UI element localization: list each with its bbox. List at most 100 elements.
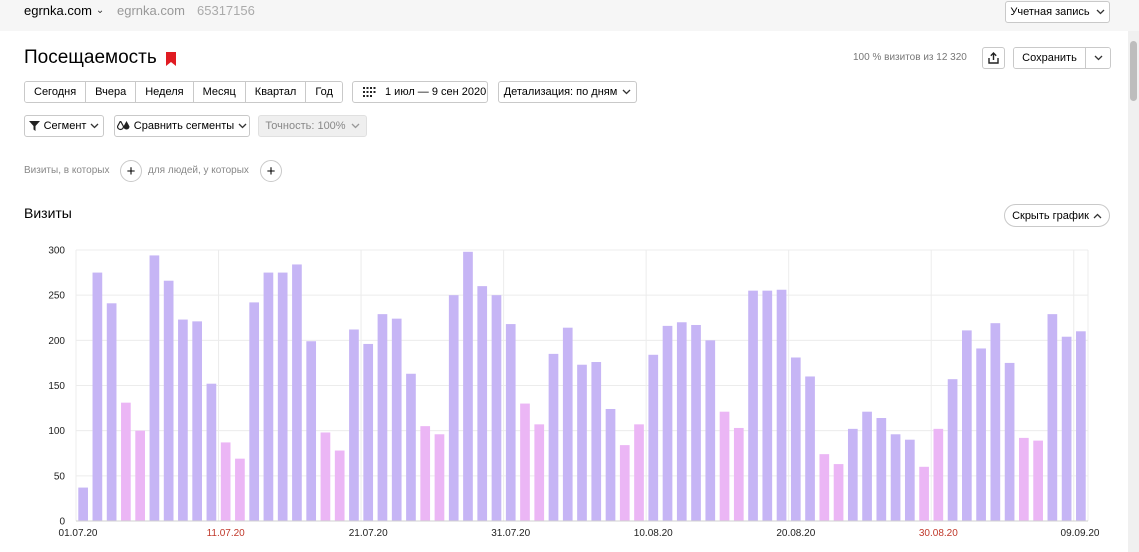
chart-bar[interactable] bbox=[919, 466, 929, 521]
scrollbar-thumb[interactable] bbox=[1130, 41, 1137, 101]
chart-bar[interactable] bbox=[904, 439, 915, 521]
chart-bar[interactable] bbox=[320, 432, 331, 521]
page-scrollbar[interactable] bbox=[1128, 31, 1139, 552]
chart-bar[interactable] bbox=[206, 383, 217, 521]
chart-bar[interactable] bbox=[876, 418, 887, 521]
period-week-button[interactable]: Неделя bbox=[136, 82, 194, 102]
chart-bar[interactable] bbox=[163, 280, 174, 521]
counter-selector[interactable]: egrnka.com ⌄ bbox=[24, 3, 104, 18]
chart-bar[interactable] bbox=[947, 379, 958, 521]
visits-bar-chart[interactable]: 0 50 100 150 200 250 300 01.07.20 11.07.20 21.07.… bbox=[0, 240, 1120, 552]
chart-bar[interactable] bbox=[363, 343, 374, 521]
period-year-button[interactable]: Год bbox=[306, 82, 342, 102]
chart-bar[interactable] bbox=[990, 323, 1001, 521]
chart-bar[interactable] bbox=[434, 434, 445, 521]
detail-selector-label: Детализация: по дням bbox=[503, 86, 618, 98]
chart-bar[interactable] bbox=[719, 411, 730, 521]
chart-bar[interactable] bbox=[833, 464, 844, 521]
chart-bar[interactable] bbox=[733, 427, 744, 521]
chart-bar[interactable] bbox=[1061, 336, 1072, 521]
chart-bar[interactable] bbox=[306, 341, 317, 521]
chart-bar[interactable] bbox=[862, 411, 872, 521]
hide-chart-label: Скрыть график bbox=[1012, 209, 1089, 222]
chart-bar[interactable] bbox=[805, 376, 815, 521]
detail-selector[interactable]: Детализация: по дням bbox=[498, 81, 637, 103]
chart-bar[interactable] bbox=[619, 445, 630, 521]
chart-bar[interactable] bbox=[605, 408, 616, 521]
chart-bar[interactable] bbox=[277, 272, 288, 521]
x-tick-label: 21.07.20 bbox=[349, 528, 388, 539]
chart-bar[interactable] bbox=[106, 303, 117, 521]
chart-bar[interactable] bbox=[292, 264, 302, 521]
chart-bar[interactable] bbox=[505, 324, 516, 521]
chart-bar[interactable] bbox=[249, 302, 260, 521]
add-people-condition-button[interactable]: + bbox=[260, 160, 282, 182]
chart-bar[interactable] bbox=[790, 357, 801, 521]
bookmark-icon[interactable] bbox=[166, 52, 176, 66]
chart-bar[interactable] bbox=[135, 430, 145, 521]
chart-bar[interactable] bbox=[420, 426, 431, 521]
chart-bar[interactable] bbox=[662, 325, 673, 521]
chart-bar[interactable] bbox=[591, 362, 602, 521]
chart-bar[interactable] bbox=[634, 424, 644, 521]
chart-bar[interactable] bbox=[406, 373, 416, 521]
date-range-button[interactable]: 1 июл — 9 сен 2020 bbox=[352, 81, 488, 103]
chart-bar[interactable] bbox=[1033, 440, 1043, 521]
chart-bar[interactable] bbox=[520, 403, 530, 521]
chart-bar[interactable] bbox=[448, 295, 459, 521]
hide-chart-button[interactable]: Скрыть график bbox=[1004, 204, 1110, 227]
chart-bar[interactable] bbox=[78, 487, 88, 521]
chart-bar[interactable] bbox=[1076, 331, 1086, 521]
people-condition-label: для людей, у которых bbox=[148, 165, 249, 176]
chart-bar[interactable] bbox=[961, 330, 972, 521]
chart-bar[interactable] bbox=[477, 286, 488, 521]
chart-bar[interactable] bbox=[377, 314, 388, 521]
chart-bar[interactable] bbox=[263, 272, 274, 521]
chart-bar[interactable] bbox=[334, 450, 345, 521]
chart-bar[interactable] bbox=[562, 327, 573, 521]
compare-segments-button[interactable]: Сравнить сегменты bbox=[114, 115, 250, 137]
chart-bar[interactable] bbox=[577, 364, 587, 521]
chart-bar[interactable] bbox=[748, 290, 758, 521]
chart-bar[interactable] bbox=[192, 321, 203, 521]
chart-bar[interactable] bbox=[776, 289, 787, 521]
chart-bar[interactable] bbox=[491, 295, 502, 521]
segment-button[interactable]: Сегмент bbox=[24, 115, 104, 137]
save-button[interactable]: Сохранить bbox=[1014, 48, 1086, 68]
chart-bar[interactable] bbox=[1004, 362, 1015, 521]
chart-bar[interactable] bbox=[676, 322, 687, 521]
chart-bar[interactable] bbox=[149, 255, 160, 522]
chart-bar[interactable] bbox=[178, 319, 188, 521]
chart-bar[interactable] bbox=[1047, 314, 1058, 521]
chart-bar[interactable] bbox=[933, 428, 944, 521]
chart-bar[interactable] bbox=[534, 424, 545, 521]
chart-bar[interactable] bbox=[391, 318, 402, 521]
save-options-button[interactable] bbox=[1086, 48, 1110, 68]
chart-bar[interactable] bbox=[691, 324, 701, 521]
chart-bar[interactable] bbox=[1019, 437, 1029, 521]
chart-bar[interactable] bbox=[976, 348, 986, 521]
chart-bar[interactable] bbox=[349, 329, 359, 521]
accuracy-selector[interactable]: Точность: 100% bbox=[258, 115, 367, 137]
period-yesterday-button[interactable]: Вчера bbox=[86, 82, 137, 102]
visits-chart[interactable]: 0 50 100 150 200 250 300 01.07.20 11.07.20 21.07.… bbox=[0, 240, 1120, 552]
chart-bar[interactable] bbox=[235, 458, 245, 521]
chart-bar[interactable] bbox=[648, 354, 659, 521]
chart-bar[interactable] bbox=[220, 442, 231, 521]
add-visit-condition-button[interactable]: + bbox=[120, 160, 142, 182]
chart-bar[interactable] bbox=[548, 353, 559, 521]
export-button[interactable] bbox=[982, 47, 1005, 69]
chart-bar[interactable] bbox=[92, 272, 103, 521]
period-quarter-button[interactable]: Квартал bbox=[245, 82, 307, 102]
chart-bar[interactable] bbox=[890, 434, 901, 521]
chart-bar[interactable] bbox=[463, 251, 473, 521]
account-button[interactable]: Учетная запись bbox=[1005, 1, 1110, 23]
chart-bar[interactable] bbox=[847, 428, 858, 521]
chart-bar[interactable] bbox=[819, 454, 830, 521]
period-today-button[interactable]: Сегодня bbox=[25, 82, 87, 102]
period-month-button[interactable]: Месяц bbox=[193, 82, 246, 102]
chart-bar[interactable] bbox=[121, 402, 131, 521]
chart-bar[interactable] bbox=[762, 290, 773, 521]
y-tick-label: 300 bbox=[48, 246, 65, 257]
chart-bar[interactable] bbox=[705, 340, 716, 521]
